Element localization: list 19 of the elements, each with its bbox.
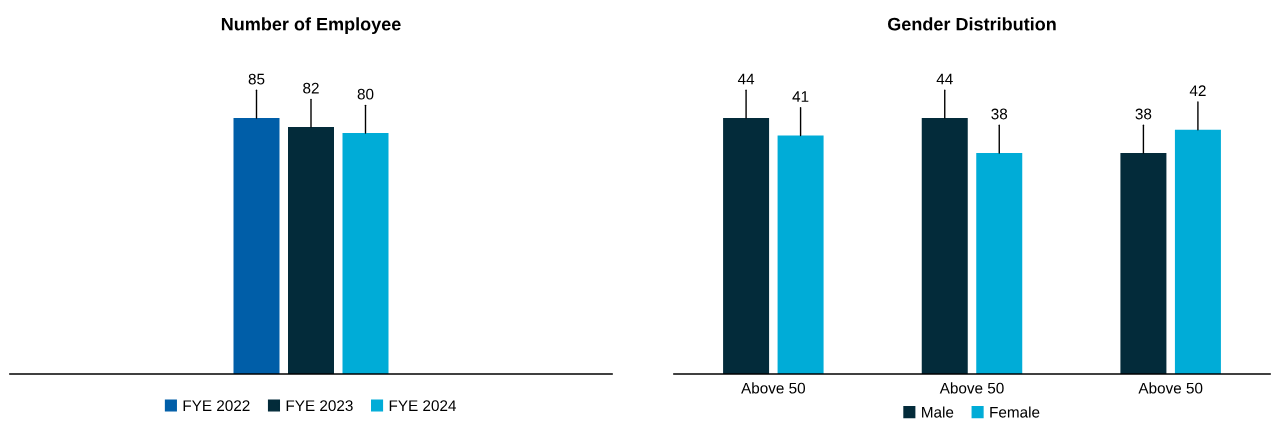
x-tick-label: Above 50	[741, 382, 806, 394]
chart-title: Gender Distribution	[887, 17, 1056, 31]
data-label: 41	[792, 91, 809, 102]
x-tick-label: Above 50	[939, 382, 1004, 394]
legend-label: Male	[922, 406, 954, 418]
data-label: 44	[936, 73, 953, 85]
data-label: 42	[1189, 85, 1206, 96]
data-label: 80	[357, 88, 374, 100]
data-label: 82	[303, 82, 319, 94]
legend-label: FYE 2022	[183, 400, 250, 412]
data-label: 44	[737, 73, 755, 85]
legend-label: FYE 2023	[286, 400, 353, 412]
legend-label: FYE 2024	[389, 400, 457, 412]
x-tick-label: Above 50	[1138, 382, 1203, 394]
data-label: 38	[991, 108, 1008, 120]
data-label: 38	[1135, 108, 1152, 120]
legend-label: Female	[990, 406, 1040, 418]
data-label: 85	[248, 73, 265, 85]
chart-title: Number of Employee	[221, 17, 401, 35]
